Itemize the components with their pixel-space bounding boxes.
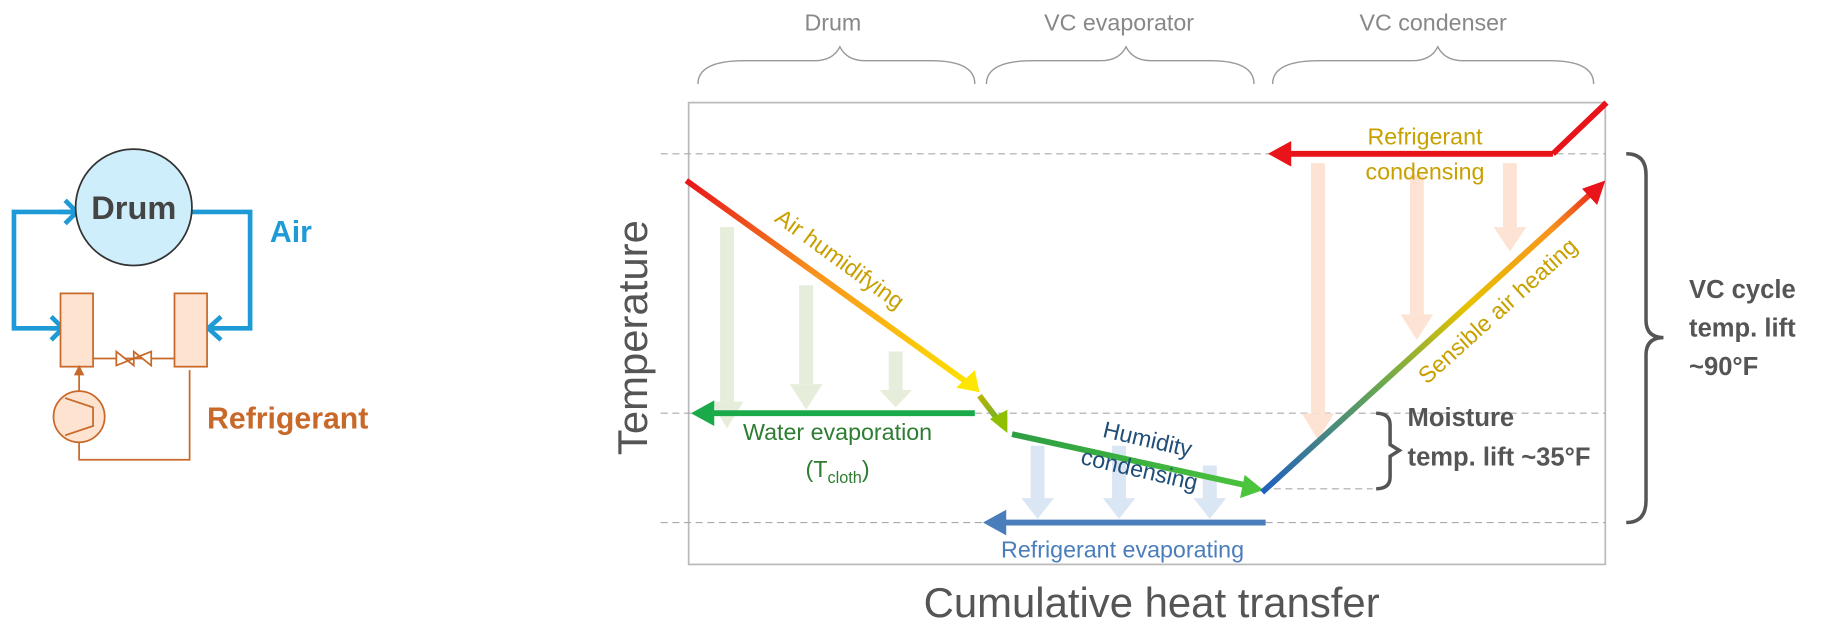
annotation: Refrigerant: [1367, 123, 1483, 149]
arrowhead: [690, 400, 715, 426]
drum-label: Drum: [91, 190, 176, 226]
air-humidifying-line: [684, 178, 970, 386]
drum-circle: [74, 148, 193, 267]
arrowhead: [982, 509, 1007, 536]
section-label: VC condenser: [1359, 9, 1507, 35]
section-label: VC evaporator: [1044, 9, 1194, 35]
refrigerant-condensing-line: [1279, 100, 1609, 157]
air-loop-left: [11, 209, 76, 331]
arrowhead: [989, 409, 1008, 433]
plot-frame: [687, 101, 1607, 566]
vc-lift: ~90°F: [1689, 353, 1758, 381]
moisture-lift: Moisture: [1408, 404, 1515, 432]
sensible-heating-line: [1260, 188, 1596, 495]
subscript: cloth: [827, 469, 861, 487]
vc-lift: VC cycle: [1689, 276, 1796, 304]
plot: [660, 45, 1664, 566]
refrigerant-label: Refrigerant: [207, 402, 368, 435]
annotation-part: ): [862, 456, 870, 482]
arrowhead: [1267, 141, 1292, 167]
annotation: Sensible air heating: [1413, 233, 1582, 389]
annotation: Water evaporation: [743, 419, 932, 445]
air-label: Air: [270, 216, 312, 249]
faded-arrowheads: [710, 227, 1527, 520]
air-loop-right: [191, 209, 253, 342]
section-braces: [697, 45, 1595, 85]
faded-arrows: [720, 163, 1517, 499]
air-arrow: [58, 198, 81, 226]
vc-lift: temp. lift: [1689, 314, 1796, 342]
y-axis-label: Temperature: [609, 220, 656, 455]
moisture-brace: [1376, 411, 1403, 491]
annotation: (Tcloth): [806, 456, 870, 487]
moisture-lift: temp. lift ~35°F: [1408, 444, 1591, 472]
compressor: [52, 390, 106, 444]
vc-brace: [1626, 152, 1664, 525]
valve: [115, 349, 153, 368]
section-label: Drum: [804, 9, 861, 35]
lift-labels: Moisture temp. lift ~35°F VC cycle temp.…: [1408, 276, 1797, 472]
annotation: condensing: [1366, 158, 1485, 184]
annotation-part: (T: [806, 456, 828, 482]
section-labels: Drum VC evaporator VC condenser: [804, 9, 1507, 35]
annotation: Refrigerant evaporating: [1001, 536, 1244, 562]
schematic: [11, 148, 253, 461]
x-axis-label: Cumulative heat transfer: [924, 579, 1380, 624]
refrigerant-line: [78, 370, 191, 461]
compressor-symbol: [64, 397, 94, 437]
arrowhead: [956, 370, 980, 393]
heat-exchanger: [173, 292, 208, 368]
arrowhead: [1240, 474, 1264, 499]
humidity-condensing-line: [1011, 431, 1253, 490]
arrowhead: [1582, 180, 1606, 205]
heat-exchanger: [59, 292, 94, 368]
